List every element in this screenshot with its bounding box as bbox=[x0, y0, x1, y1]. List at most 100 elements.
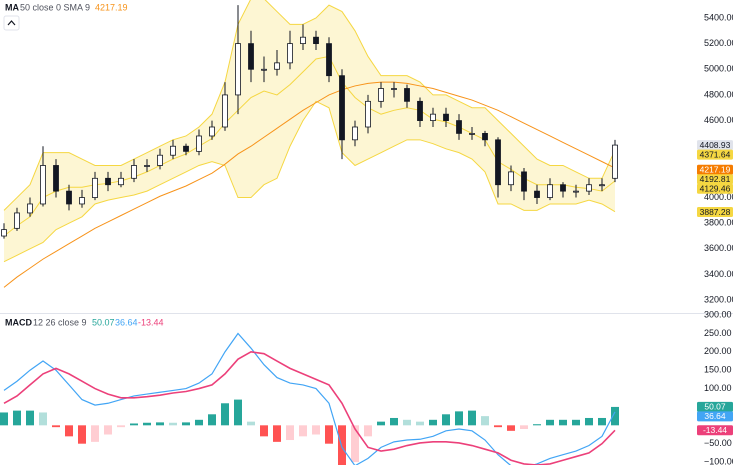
y-tick-label: 300.00 bbox=[704, 309, 732, 319]
price-pane bbox=[1, 0, 618, 288]
candle-body bbox=[131, 165, 137, 179]
price-badge bbox=[697, 149, 733, 160]
candle-body bbox=[79, 197, 85, 205]
candle-body bbox=[365, 100, 371, 128]
price-badge-label: 4408.93 bbox=[700, 140, 731, 150]
histogram-bar bbox=[273, 425, 281, 442]
histogram-bar bbox=[312, 425, 320, 435]
histogram-bar bbox=[286, 425, 294, 441]
histogram-bar bbox=[403, 419, 411, 426]
candle-body bbox=[14, 212, 20, 229]
bb_lower-line bbox=[3, 100, 616, 263]
histogram-bar bbox=[507, 425, 515, 431]
histogram-bar bbox=[65, 425, 73, 437]
price-badge-label: 4217.19 bbox=[700, 164, 731, 174]
histogram-bar bbox=[494, 425, 502, 428]
histogram-bar bbox=[546, 419, 554, 426]
histogram-bar bbox=[598, 417, 606, 426]
candle-body bbox=[53, 165, 59, 192]
candle-body bbox=[274, 62, 280, 70]
histogram-bar bbox=[533, 424, 541, 426]
candle-body bbox=[144, 165, 150, 167]
candle-body bbox=[521, 171, 527, 192]
histogram-bar bbox=[91, 425, 99, 442]
histogram-bar bbox=[299, 425, 307, 437]
histogram-bar bbox=[117, 425, 125, 428]
candle-body bbox=[222, 94, 228, 128]
y-tick-label: 3400.00 bbox=[704, 269, 733, 279]
histogram-bar bbox=[182, 422, 190, 426]
histogram-bar bbox=[143, 422, 151, 426]
candle-body bbox=[430, 113, 436, 121]
candle-body bbox=[92, 177, 98, 198]
candle-body bbox=[40, 165, 46, 205]
price-badge-label: -13.44 bbox=[703, 425, 727, 435]
candle-body bbox=[27, 203, 33, 214]
histogram-bar bbox=[572, 419, 580, 426]
histogram-bar bbox=[0, 412, 8, 426]
y-tick-label: 250.00 bbox=[704, 328, 732, 338]
collapse-button[interactable] bbox=[3, 15, 20, 31]
candle-body bbox=[339, 75, 345, 141]
y-tick-label: 200.00 bbox=[704, 346, 732, 356]
candle-body bbox=[456, 120, 462, 134]
candle-body bbox=[417, 100, 423, 121]
candle-body bbox=[313, 36, 319, 45]
histogram-bar bbox=[260, 425, 268, 437]
macd-pane bbox=[0, 332, 619, 465]
price-badge bbox=[697, 183, 733, 194]
y-tick-label: 150.00 bbox=[704, 365, 732, 375]
y-tick-label: 3600.00 bbox=[704, 243, 733, 253]
histogram-bar bbox=[338, 425, 346, 465]
price-badge bbox=[697, 207, 733, 218]
histogram-bar bbox=[364, 425, 372, 437]
candle-body bbox=[482, 133, 488, 141]
histogram-bar bbox=[221, 403, 229, 426]
price-badge bbox=[697, 425, 733, 436]
candle-body bbox=[352, 126, 358, 141]
legend-name: MACD bbox=[5, 317, 32, 327]
candle-body bbox=[118, 177, 124, 186]
y-tick-label: 100.00 bbox=[704, 383, 732, 393]
candle-body bbox=[300, 36, 306, 45]
y-tick-label: 5400.00 bbox=[704, 12, 733, 22]
histogram-bar bbox=[377, 421, 385, 426]
price-badge-label: 36.64 bbox=[704, 411, 726, 421]
histogram-bar bbox=[468, 410, 476, 426]
candle-body bbox=[495, 139, 501, 186]
y-tick-label: 4000.00 bbox=[704, 192, 733, 202]
histogram-bar bbox=[52, 425, 60, 428]
candle-body bbox=[66, 190, 72, 205]
candle-body bbox=[547, 184, 553, 198]
legends: MA 50 close 0 SMA 9 4217.19 MACD 12 26 close… bbox=[5, 2, 164, 327]
legend-params: 12 26 close 9 bbox=[33, 317, 87, 327]
histogram-bar bbox=[429, 419, 437, 426]
histogram-bar bbox=[559, 419, 567, 426]
candle-body bbox=[287, 43, 293, 64]
candle-body bbox=[573, 190, 579, 193]
bollinger-fill bbox=[4, 0, 615, 262]
y-tick-label: −50.00 bbox=[704, 438, 732, 448]
candle-body bbox=[248, 43, 254, 70]
y-tick-label: 4600.00 bbox=[704, 115, 733, 125]
histogram-bar bbox=[247, 421, 255, 426]
candle-body bbox=[391, 88, 397, 90]
candle-body bbox=[534, 190, 540, 198]
y-tick-label: 5000.00 bbox=[704, 64, 733, 74]
histogram-bar bbox=[104, 425, 112, 435]
histogram-bar bbox=[325, 425, 333, 444]
candle-body bbox=[183, 145, 189, 152]
histogram-bar bbox=[520, 425, 528, 429]
candle-body bbox=[469, 133, 475, 135]
price-badge bbox=[697, 164, 733, 175]
legend-value: 50.07 bbox=[92, 317, 115, 327]
candle-body bbox=[1, 229, 7, 237]
legend-name: MA bbox=[5, 2, 19, 12]
candle-body bbox=[378, 88, 384, 102]
candle-body bbox=[157, 154, 163, 166]
price-badge bbox=[697, 140, 733, 151]
price-badge-label: 4129.46 bbox=[700, 183, 731, 193]
candle-body bbox=[586, 184, 592, 192]
price-axis: 5400.00 5200.00 5000.00 4800.00 4600.00 4000.… bbox=[697, 12, 733, 465]
